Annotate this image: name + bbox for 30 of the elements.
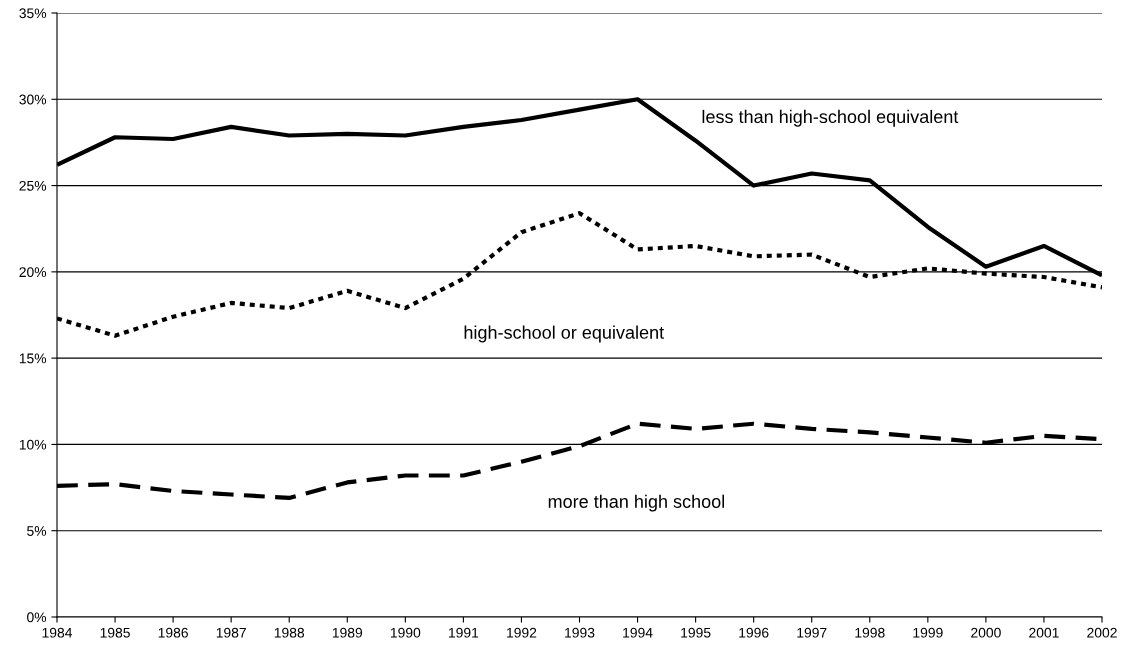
- y-tick-label: 30%: [19, 94, 47, 105]
- text: more than high school: [548, 494, 725, 512]
- x-tick-label: 1999: [913, 627, 943, 638]
- x-tick-label: 1996: [739, 627, 769, 638]
- x-tick-label: 1993: [565, 627, 595, 638]
- x-tick-label: 1985: [100, 627, 130, 638]
- x-tick-label: 1991: [449, 627, 479, 638]
- y-tick-label: 10%: [19, 439, 47, 450]
- series-label: less than high-school equivalent: [702, 109, 959, 127]
- y-tick-label: 35%: [19, 8, 47, 19]
- x-tick-label: 1987: [216, 627, 246, 638]
- x-tick-label: 2001: [1029, 627, 1059, 638]
- x-tick-label: 1995: [681, 627, 711, 638]
- x-tick-label: 1988: [274, 627, 305, 638]
- y-tick-label: 0%: [27, 612, 47, 623]
- x-tick-label: 1997: [797, 627, 827, 638]
- y-tick-label: 20%: [19, 267, 47, 278]
- x-tick-label: 1986: [158, 627, 188, 638]
- x-tick-label: 1990: [390, 627, 421, 638]
- x-tick-label: 1984: [42, 627, 73, 638]
- text: high-school or equivalent: [464, 325, 664, 343]
- y-tick-label: 5%: [27, 526, 47, 536]
- x-tick-label: 1998: [855, 627, 885, 638]
- y-tick-label: 25%: [19, 180, 47, 191]
- x-tick-label: 1989: [332, 627, 363, 638]
- x-tick-label: 2000: [971, 627, 1001, 638]
- x-tick-label: 2002: [1087, 627, 1117, 638]
- x-tick-label: 1994: [623, 627, 653, 638]
- x-tick-label: 1992: [507, 627, 537, 638]
- y-tick-label: 15%: [19, 353, 47, 364]
